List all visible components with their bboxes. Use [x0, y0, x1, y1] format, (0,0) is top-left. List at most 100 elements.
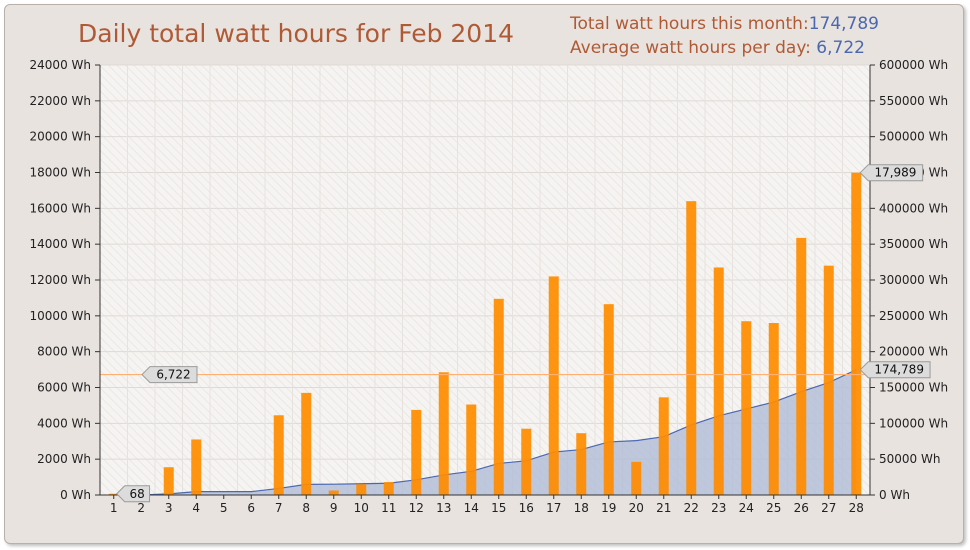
flag-label: 68 [130, 487, 145, 501]
cumulative-area [113, 369, 857, 495]
x-axis-tick-label: 7 [275, 501, 283, 515]
x-axis-tick-label: 8 [302, 501, 310, 515]
x-axis-tick-label: 16 [519, 501, 534, 515]
x-axis-tick-label: 10 [354, 501, 369, 515]
x-axis-tick-label: 12 [409, 501, 424, 515]
daily-bar [823, 265, 834, 495]
x-axis-tick-label: 27 [821, 501, 836, 515]
daily-bar [301, 392, 312, 495]
x-axis-tick-label: 3 [165, 501, 173, 515]
right-axis-tick-label: 0 Wh [879, 488, 910, 502]
daily-bar [163, 467, 174, 495]
right-axis-tick-label: 150000 Wh [879, 381, 948, 395]
total-stat: Total watt hours this month:174,789 [570, 12, 879, 36]
left-axis-tick-label: 4000 Wh [37, 416, 91, 430]
chart-title: Daily total watt hours for Feb 2014 [78, 19, 515, 48]
left-axis-tick-label: 12000 Wh [30, 273, 91, 287]
left-axis-tick-label: 20000 Wh [30, 130, 91, 144]
x-axis-tick-label: 23 [711, 501, 726, 515]
left-axis-tick-label: 22000 Wh [30, 94, 91, 108]
right-axis-tick-label: 500000 Wh [879, 130, 948, 144]
left-axis-tick-label: 24000 Wh [30, 58, 91, 72]
last-day-flag: 17,989 [859, 164, 924, 182]
x-axis-tick-label: 6 [247, 501, 255, 515]
left-axis-tick-label: 2000 Wh [37, 452, 91, 466]
x-axis-tick-label: 4 [192, 501, 200, 515]
daily-bar [521, 428, 532, 495]
flag-label: 174,789 [874, 363, 924, 377]
daily-bar [466, 404, 477, 495]
daily-bar [576, 433, 587, 495]
daily-bar [768, 323, 779, 495]
total-value: 174,789 [808, 14, 880, 34]
month-stats: Total watt hours this month:174,789 Aver… [570, 12, 879, 60]
daily-bar [328, 490, 339, 495]
left-axis-tick-label: 10000 Wh [30, 309, 91, 323]
flag-box [141, 366, 198, 384]
daily-bar [548, 276, 559, 495]
daily-bar [603, 304, 614, 495]
x-axis-tick-label: 17 [546, 501, 561, 515]
left-axis-tick-label: 16000 Wh [30, 201, 91, 215]
left-axis-tick-label: 0 Wh [60, 488, 91, 502]
right-axis-tick-label: 550000 Wh [879, 94, 948, 108]
x-axis-tick-label: 14 [464, 501, 479, 515]
x-axis-tick-label: 26 [794, 501, 809, 515]
left-axis-tick-label: 18000 Wh [30, 166, 91, 180]
x-axis-tick-label: 2 [137, 501, 145, 515]
x-axis-tick-label: 15 [491, 501, 506, 515]
x-axis-tick-label: 22 [684, 501, 699, 515]
daily-bar [631, 461, 642, 495]
left-axis-tick-label: 14000 Wh [30, 237, 91, 251]
flag-label: 6,722 [156, 368, 190, 382]
cumulative-total-flag: 174,789 [859, 361, 931, 379]
daily-bar [108, 493, 119, 495]
x-axis-tick-label: 9 [330, 501, 338, 515]
daily-bar [658, 397, 669, 495]
daily-bar [796, 237, 807, 496]
daily-bar [356, 484, 367, 495]
daily-bar [438, 372, 449, 495]
total-label: Total watt hours this month: [570, 14, 809, 34]
daily-bar [741, 321, 752, 495]
right-axis-tick-label: 350000 Wh [879, 237, 948, 251]
average-value: 6,722 [816, 38, 865, 58]
x-axis-tick-label: 25 [766, 501, 781, 515]
daily-bar [383, 482, 394, 495]
left-axis-tick-label: 6000 Wh [37, 381, 91, 395]
flag-box [116, 485, 151, 503]
daily-bar [713, 267, 724, 495]
x-axis-tick-label: 13 [436, 501, 451, 515]
flag-label: 17,989 [874, 166, 916, 180]
right-axis-tick-label: 600000 Wh [879, 58, 948, 72]
right-axis-tick-label: 400000 Wh [879, 201, 948, 215]
daily-bar [191, 439, 202, 495]
x-axis-tick-label: 20 [629, 501, 644, 515]
daily-bar [851, 172, 862, 495]
daily-bar [273, 415, 284, 495]
x-axis-tick-label: 5 [220, 501, 228, 515]
average-flag: 6,722 [141, 366, 198, 384]
x-axis-tick-label: 11 [381, 501, 396, 515]
average-label: Average watt hours per day: [570, 38, 811, 58]
x-axis-tick-label: 21 [656, 501, 671, 515]
x-axis-tick-label: 24 [739, 501, 754, 515]
first-day-flag: 68 [116, 485, 151, 503]
daily-bar [493, 298, 504, 495]
daily-bar [686, 201, 697, 495]
left-axis-tick-label: 8000 Wh [37, 345, 91, 359]
x-axis-tick-label: 19 [601, 501, 616, 515]
right-axis-tick-label: 200000 Wh [879, 345, 948, 359]
flag-box [859, 164, 924, 182]
cumulative-line [113, 369, 857, 496]
x-axis-tick-label: 28 [849, 501, 864, 515]
right-axis-tick-label: 250000 Wh [879, 309, 948, 323]
x-axis-tick-label: 1 [110, 501, 118, 515]
daily-bar [411, 409, 422, 495]
average-stat: Average watt hours per day: 6,722 [570, 36, 879, 60]
right-axis-tick-label: 50000 Wh [879, 452, 940, 466]
x-axis-tick-label: 18 [574, 501, 589, 515]
right-axis-tick-label: 300000 Wh [879, 273, 948, 287]
flag-box [859, 361, 931, 379]
